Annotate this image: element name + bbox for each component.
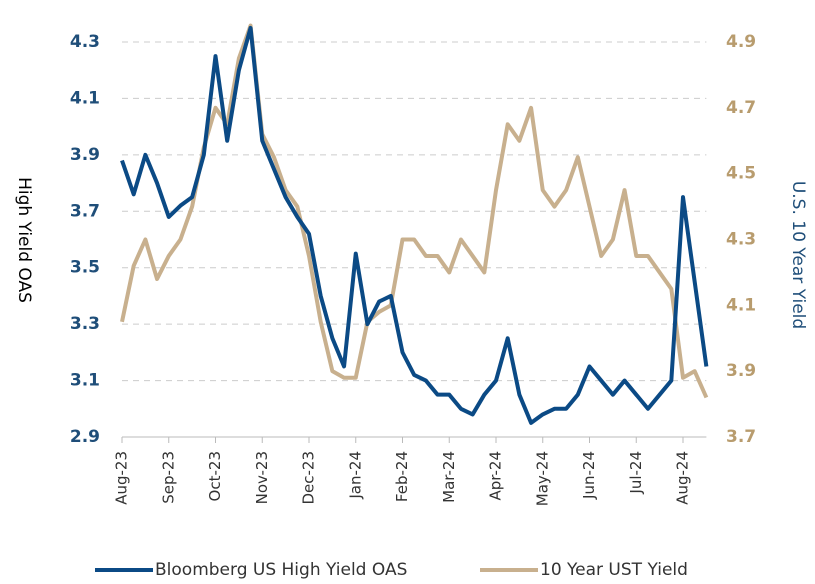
x-tick-label: Mar-24 — [440, 451, 458, 503]
x-tick-label: Nov-23 — [253, 451, 271, 504]
x-tick-label: Jul-24 — [627, 451, 645, 495]
x-tick-label: Jun-24 — [580, 451, 598, 500]
x-tick-label: Aug-23 — [113, 451, 131, 505]
y-tick-label: 3.5 — [70, 258, 100, 278]
x-tick-label: May-24 — [533, 451, 551, 506]
x-tick-label: Apr-24 — [487, 451, 505, 501]
y-tick-label: 3.9 — [70, 145, 100, 165]
y-axis-title: High Yield OAS — [14, 177, 34, 303]
x-tick-label: Aug-24 — [674, 451, 692, 505]
series-line — [120, 23, 709, 399]
y-tick-label: 3.1 — [70, 371, 100, 391]
legend-label: Bloomberg US High Yield OAS — [155, 560, 407, 580]
x-tick-label: Dec-23 — [300, 451, 318, 505]
y-tick-label: 4.1 — [70, 88, 100, 108]
y-tick-label: 3.3 — [70, 314, 100, 334]
y2-tick-label: 4.9 — [726, 32, 756, 52]
x-tick-label: Sep-23 — [159, 451, 177, 504]
y-tick-label: 2.9 — [70, 427, 100, 447]
series-line — [120, 25, 709, 425]
y2-tick-label: 3.7 — [726, 427, 756, 447]
y2-tick-label: 4.1 — [726, 295, 756, 315]
x-tick-label: Feb-24 — [393, 451, 411, 502]
y-tick-label: 4.3 — [70, 32, 100, 52]
y2-tick-label: 4.3 — [726, 230, 756, 250]
legend-label: 10 Year UST Yield — [540, 560, 688, 580]
y-tick-label: 3.7 — [70, 201, 100, 221]
x-tick-label: Oct-23 — [206, 451, 224, 501]
y2-axis-title: U.S. 10 Year Yield — [788, 181, 808, 329]
x-tick-label: Jan-24 — [346, 451, 364, 500]
y2-tick-label: 4.7 — [726, 98, 756, 118]
y2-tick-label: 3.9 — [726, 361, 756, 381]
y2-tick-label: 4.5 — [726, 164, 756, 184]
